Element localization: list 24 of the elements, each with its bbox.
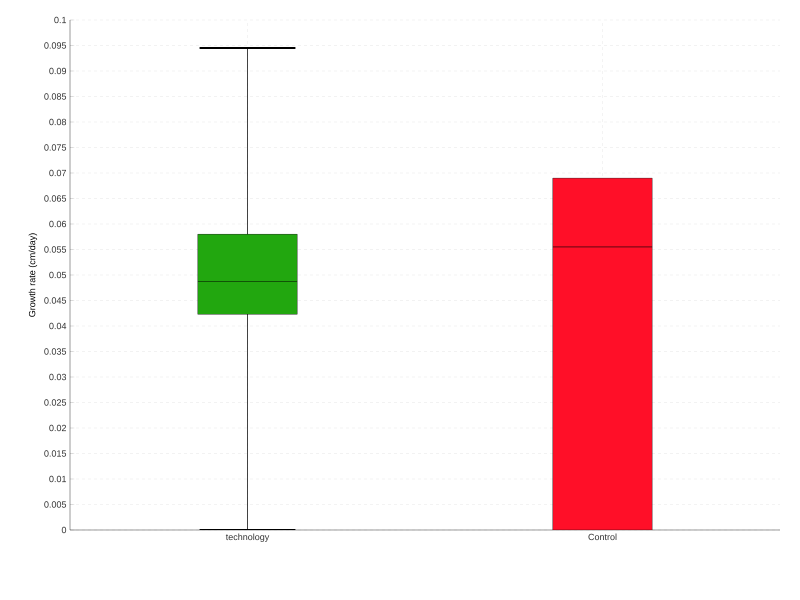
y-tick-label: 0.04	[49, 322, 66, 330]
y-tick-label: 0.01	[49, 476, 66, 482]
y-tick-label: 0.005	[44, 501, 66, 508]
x-tick-label: Control	[588, 534, 616, 540]
y-tick-label: 0.07	[49, 170, 66, 176]
y-tick-label: 0.03	[49, 374, 66, 380]
y-tick-label: 0.085	[44, 93, 66, 100]
y-tick-label: 0.065	[44, 195, 66, 202]
y-tick-label: 0.1	[54, 16, 66, 24]
x-tick-label: technology	[226, 534, 270, 542]
y-tick-label: 0.015	[44, 450, 66, 457]
y-tick-label: 0.02	[49, 424, 66, 432]
y-tick-label: 0.06	[49, 220, 66, 228]
y-tick-label: 0.09	[49, 68, 66, 74]
y-tick-label: 0.05	[49, 272, 66, 278]
y-tick-label: 0.055	[44, 246, 66, 253]
y-tick-label: 0	[62, 526, 66, 534]
y-tick-label: 0.095	[44, 42, 66, 49]
y-tick-label: 0.075	[44, 144, 66, 151]
y-axis-title: Growth rate (cm/day)	[28, 233, 38, 317]
y-tick-label: 0.045	[44, 297, 66, 304]
y-tick-label: 0.025	[44, 399, 66, 406]
y-tick-label: 0.08	[49, 118, 66, 126]
y-tick-label: 0.035	[44, 348, 66, 355]
